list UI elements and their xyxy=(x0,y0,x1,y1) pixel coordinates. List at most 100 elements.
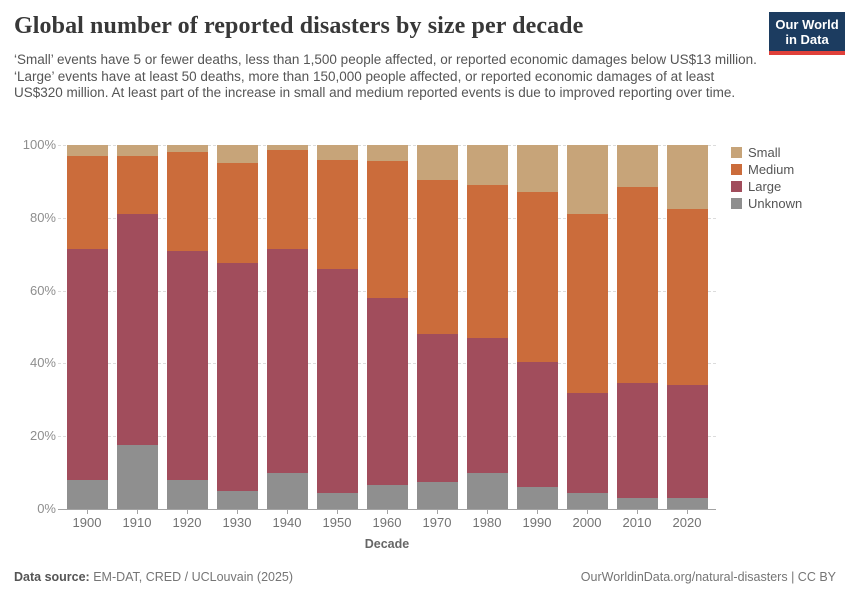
data-source-value: EM-DAT, CRED / UCLouvain (2025) xyxy=(89,570,294,584)
bar-1960[interactable] xyxy=(366,145,408,509)
bar-1940[interactable] xyxy=(266,145,308,509)
segment-unknown-1900[interactable] xyxy=(66,479,108,509)
segment-medium-1950[interactable] xyxy=(316,159,358,269)
plot-area: 0% 20% 40% 60% 80% 100% 1900 1910 1920 1930 1940 19… xyxy=(23,137,716,530)
segment-medium-1920[interactable] xyxy=(166,152,208,251)
segment-unknown-1950[interactable] xyxy=(316,492,358,509)
x-tick-label-1950: 1950 xyxy=(322,515,352,530)
segment-unknown-2000[interactable] xyxy=(566,492,608,509)
segment-unknown-1920[interactable] xyxy=(166,479,208,509)
segment-medium-1960[interactable] xyxy=(366,161,408,298)
credit-link[interactable]: OurWorldinData.org/natural-disasters | C… xyxy=(580,570,836,584)
segment-unknown-2010[interactable] xyxy=(616,498,658,509)
segment-large-1950[interactable] xyxy=(316,268,358,493)
chart-legend: Small Medium Large Unknown xyxy=(731,144,802,212)
segment-small-1900[interactable] xyxy=(66,145,108,156)
segment-small-1990[interactable] xyxy=(516,145,558,193)
legend-label-unknown: Unknown xyxy=(748,196,803,211)
y-tick-label-40: 40% xyxy=(29,355,56,371)
segment-small-1920[interactable] xyxy=(166,145,208,153)
bar-1920[interactable] xyxy=(166,145,208,509)
legend-label-small: Small xyxy=(748,145,781,160)
segment-small-2010[interactable] xyxy=(616,145,658,187)
legend-label-large: Large xyxy=(748,179,782,194)
segment-small-1950[interactable] xyxy=(316,145,358,160)
bar-1990[interactable] xyxy=(516,145,558,509)
segment-large-1970[interactable] xyxy=(416,334,458,482)
legend-swatch-unknown xyxy=(731,198,742,209)
bar-2010[interactable] xyxy=(616,145,658,509)
segment-small-1930[interactable] xyxy=(216,145,258,164)
segment-large-2010[interactable] xyxy=(616,383,658,499)
chart-subtitle: ‘Small’ events have 5 or fewer deaths, l… xyxy=(14,52,757,101)
segment-large-1980[interactable] xyxy=(466,337,508,473)
segment-large-2000[interactable] xyxy=(566,392,608,493)
owid-logo-line2: in Data xyxy=(785,32,829,47)
owid-logo-line1: Our World xyxy=(775,17,839,32)
segment-small-1960[interactable] xyxy=(366,145,408,162)
x-tick-1910 xyxy=(137,509,138,514)
segment-medium-1980[interactable] xyxy=(466,185,508,338)
y-tick-label-20: 20% xyxy=(29,428,56,444)
segment-large-1990[interactable] xyxy=(516,361,558,488)
segment-medium-2020[interactable] xyxy=(666,208,708,386)
x-tick-1990 xyxy=(537,509,538,514)
legend-label-medium: Medium xyxy=(748,162,795,177)
segment-small-1940[interactable] xyxy=(266,145,308,151)
x-tick-2020 xyxy=(687,509,688,514)
segment-unknown-2020[interactable] xyxy=(666,498,708,509)
segment-small-1910[interactable] xyxy=(116,145,158,156)
legend-swatch-small xyxy=(731,147,742,158)
bar-1950[interactable] xyxy=(316,145,358,509)
segment-unknown-1970[interactable] xyxy=(416,481,458,509)
segment-large-1960[interactable] xyxy=(366,297,408,486)
bar-1970[interactable] xyxy=(416,145,458,509)
x-tick-label-1970: 1970 xyxy=(422,515,452,530)
x-tick-label-1920: 1920 xyxy=(172,515,202,530)
segment-unknown-1930[interactable] xyxy=(216,490,258,509)
x-tick-1970 xyxy=(437,509,438,514)
segment-large-1900[interactable] xyxy=(66,248,108,480)
segment-medium-1970[interactable] xyxy=(416,179,458,335)
y-tick-label-60: 60% xyxy=(29,282,56,298)
segment-unknown-1990[interactable] xyxy=(516,487,558,509)
bar-1980[interactable] xyxy=(466,145,508,509)
segment-small-2000[interactable] xyxy=(566,145,608,215)
x-tick-1930 xyxy=(237,509,238,514)
segment-medium-1940[interactable] xyxy=(266,150,308,249)
legend-item-unknown[interactable]: Unknown xyxy=(731,195,802,212)
segment-unknown-1980[interactable] xyxy=(466,472,508,509)
segment-medium-1900[interactable] xyxy=(66,155,108,249)
x-tick-label-1900: 1900 xyxy=(72,515,102,530)
segment-medium-1910[interactable] xyxy=(116,155,158,215)
x-tick-1940 xyxy=(287,509,288,514)
segment-medium-2000[interactable] xyxy=(566,214,608,393)
bar-1900[interactable] xyxy=(66,145,108,509)
segment-large-2020[interactable] xyxy=(666,385,708,499)
segment-unknown-1960[interactable] xyxy=(366,485,408,509)
x-tick-label-1940: 1940 xyxy=(272,515,302,530)
legend-item-small[interactable]: Small xyxy=(731,144,802,161)
bar-1910[interactable] xyxy=(116,145,158,509)
segment-medium-1990[interactable] xyxy=(516,192,558,362)
legend-item-medium[interactable]: Medium xyxy=(731,161,802,178)
segment-unknown-1910[interactable] xyxy=(116,445,158,509)
segment-small-1970[interactable] xyxy=(416,145,458,180)
segment-large-1940[interactable] xyxy=(266,248,308,473)
segment-medium-1930[interactable] xyxy=(216,163,258,264)
bar-2000[interactable] xyxy=(566,145,608,509)
segment-large-1930[interactable] xyxy=(216,263,258,491)
y-tick-label-0: 0% xyxy=(37,501,56,516)
segment-medium-2010[interactable] xyxy=(616,186,658,384)
segment-small-2020[interactable] xyxy=(666,145,708,209)
bar-1930[interactable] xyxy=(216,145,258,509)
y-tick-label-100: 100% xyxy=(22,137,56,152)
segment-unknown-1940[interactable] xyxy=(266,472,308,509)
segment-small-1980[interactable] xyxy=(466,145,508,186)
segment-large-1920[interactable] xyxy=(166,250,208,480)
bar-2020[interactable] xyxy=(666,145,708,509)
segment-large-1910[interactable] xyxy=(116,214,158,446)
legend-item-large[interactable]: Large xyxy=(731,178,802,195)
x-tick-label-2000: 2000 xyxy=(572,515,602,530)
